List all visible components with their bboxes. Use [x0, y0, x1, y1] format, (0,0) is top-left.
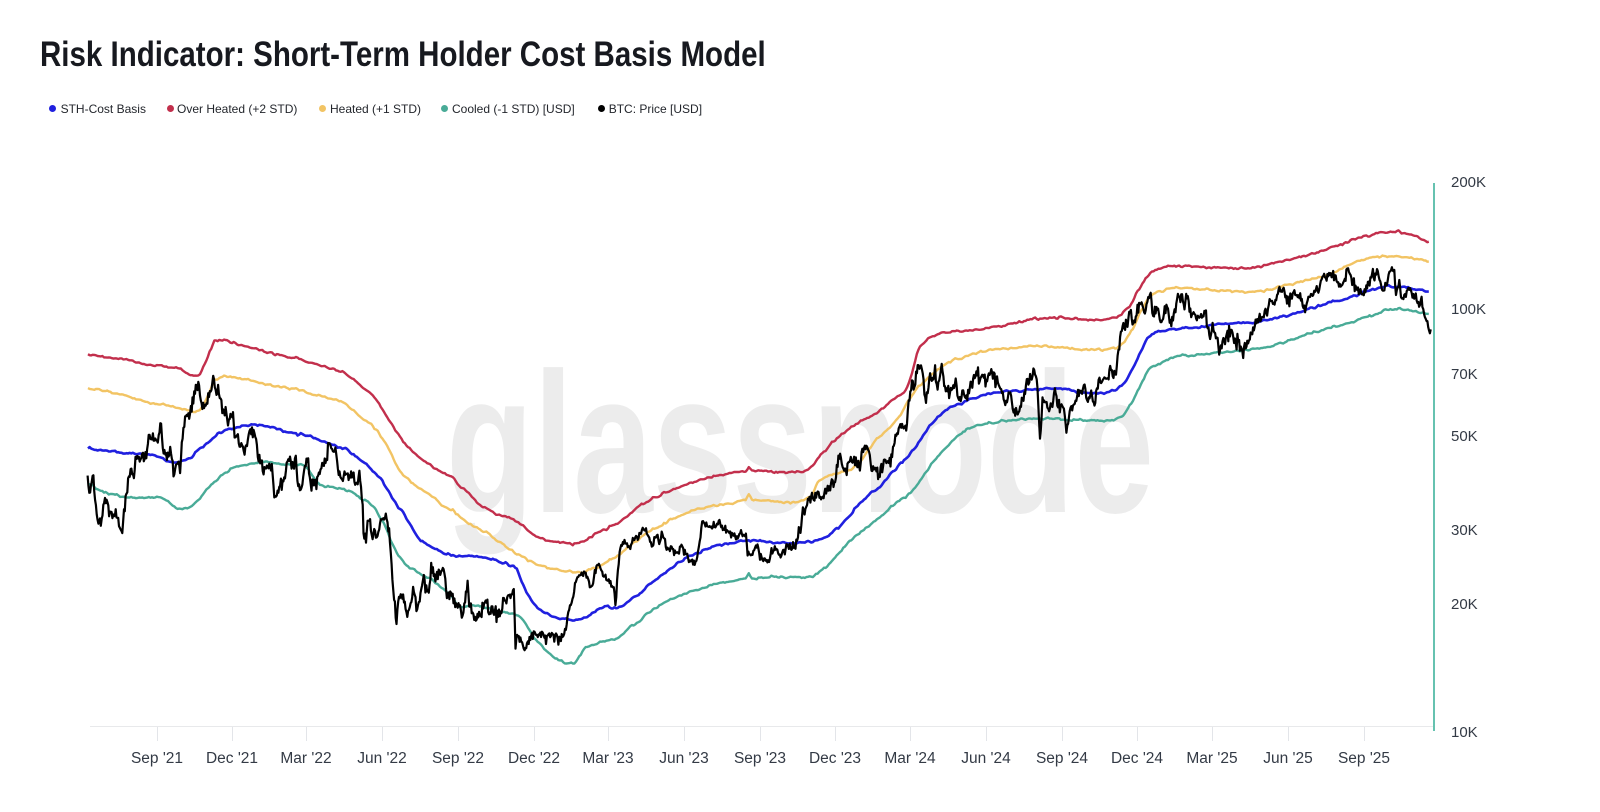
- svg-text:glassnode: glassnode: [446, 332, 1154, 555]
